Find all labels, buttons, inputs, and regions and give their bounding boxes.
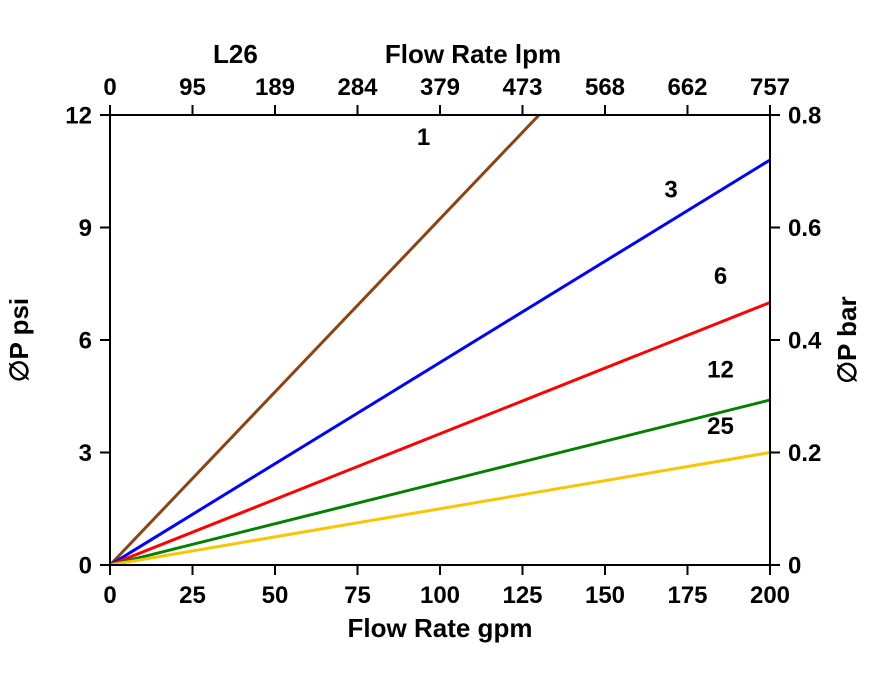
xb-tick-label: 25 xyxy=(179,582,206,609)
xb-tick-label: 0 xyxy=(103,582,116,609)
xt-tick-label: 662 xyxy=(667,74,707,101)
xb-tick-label: 150 xyxy=(585,582,625,609)
yr-tick-label: 0 xyxy=(788,552,801,579)
series-label-6: 6 xyxy=(714,263,727,290)
xb-tick-label: 125 xyxy=(502,582,542,609)
yr-tick-label: 0.6 xyxy=(788,215,821,242)
xb-tick-label: 200 xyxy=(750,582,790,609)
series-label-1: 1 xyxy=(417,124,430,151)
x-bottom-label: Flow Rate gpm xyxy=(348,613,533,643)
top-axis-title: Flow Rate lpm xyxy=(385,39,561,69)
series-label-25: 25 xyxy=(707,413,734,440)
xt-tick-label: 0 xyxy=(103,74,116,101)
yl-tick-label: 12 xyxy=(65,102,92,129)
xt-tick-label: 95 xyxy=(179,74,206,101)
model-label: L26 xyxy=(213,39,258,69)
xb-tick-label: 175 xyxy=(667,582,707,609)
y-left-label: ∅P psi xyxy=(4,298,34,382)
xt-tick-label: 284 xyxy=(337,74,378,101)
yl-tick-label: 3 xyxy=(79,440,92,467)
yl-tick-label: 6 xyxy=(79,327,92,354)
chart-svg: 0255075100125150175200Flow Rate gpm09518… xyxy=(0,0,878,694)
yr-tick-label: 0.2 xyxy=(788,440,821,467)
y-right-label: ∅P bar xyxy=(832,296,862,383)
xt-tick-label: 379 xyxy=(420,74,460,101)
xb-tick-label: 100 xyxy=(420,582,460,609)
series-label-3: 3 xyxy=(664,177,677,204)
yl-tick-label: 0 xyxy=(79,552,92,579)
yl-tick-label: 9 xyxy=(79,215,92,242)
yr-tick-label: 0.8 xyxy=(788,102,821,129)
xt-tick-label: 189 xyxy=(255,74,295,101)
xb-tick-label: 50 xyxy=(262,582,289,609)
series-label-12: 12 xyxy=(707,357,734,384)
xt-tick-label: 757 xyxy=(750,74,790,101)
xt-tick-label: 568 xyxy=(585,74,625,101)
pressure-drop-chart: 0255075100125150175200Flow Rate gpm09518… xyxy=(0,0,878,694)
yr-tick-label: 0.4 xyxy=(788,327,822,354)
xb-tick-label: 75 xyxy=(344,582,371,609)
xt-tick-label: 473 xyxy=(502,74,542,101)
